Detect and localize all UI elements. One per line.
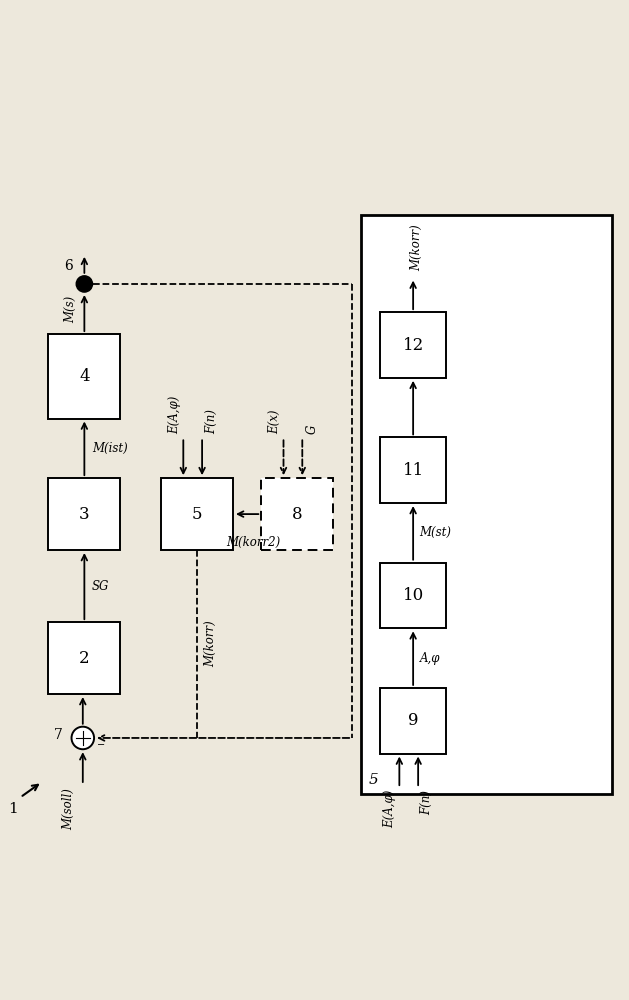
Text: M(st): M(st): [420, 526, 452, 539]
Text: 11: 11: [403, 462, 424, 479]
Bar: [48, 622, 120, 694]
Circle shape: [76, 276, 92, 292]
Text: M(s): M(s): [64, 295, 77, 323]
Bar: [381, 437, 446, 503]
Text: G: G: [306, 425, 318, 434]
Bar: [48, 478, 120, 550]
Text: F(n): F(n): [420, 790, 433, 815]
Bar: [362, 215, 612, 794]
Text: M(soll): M(soll): [62, 788, 75, 830]
Text: E(A,φ): E(A,φ): [169, 396, 181, 434]
Text: −: −: [97, 740, 105, 750]
Bar: [261, 478, 333, 550]
Bar: [381, 563, 446, 628]
Text: M(ist): M(ist): [92, 442, 128, 455]
Text: 9: 9: [408, 712, 418, 729]
Text: 8: 8: [292, 506, 303, 523]
Text: 3: 3: [79, 506, 90, 523]
Text: 10: 10: [403, 587, 424, 604]
Text: E(x): E(x): [269, 410, 282, 434]
Text: A,φ: A,φ: [420, 652, 440, 665]
Bar: [381, 688, 446, 754]
Bar: [381, 312, 446, 378]
Text: 6: 6: [64, 259, 73, 273]
Text: E(A,φ): E(A,φ): [383, 790, 396, 828]
Text: M(korr2): M(korr2): [226, 536, 281, 549]
Circle shape: [72, 727, 94, 749]
Text: F(n): F(n): [205, 409, 218, 434]
Bar: [48, 334, 120, 419]
Text: SG: SG: [92, 580, 109, 593]
Bar: [161, 478, 233, 550]
Text: M(korr): M(korr): [409, 225, 423, 271]
Text: 2: 2: [79, 650, 90, 667]
Text: 5: 5: [192, 506, 203, 523]
Text: 7: 7: [54, 728, 63, 742]
Text: 12: 12: [403, 337, 424, 354]
Text: 1: 1: [8, 802, 18, 816]
Text: 4: 4: [79, 368, 90, 385]
Text: 5: 5: [369, 773, 379, 787]
Text: M(korr): M(korr): [204, 621, 218, 667]
